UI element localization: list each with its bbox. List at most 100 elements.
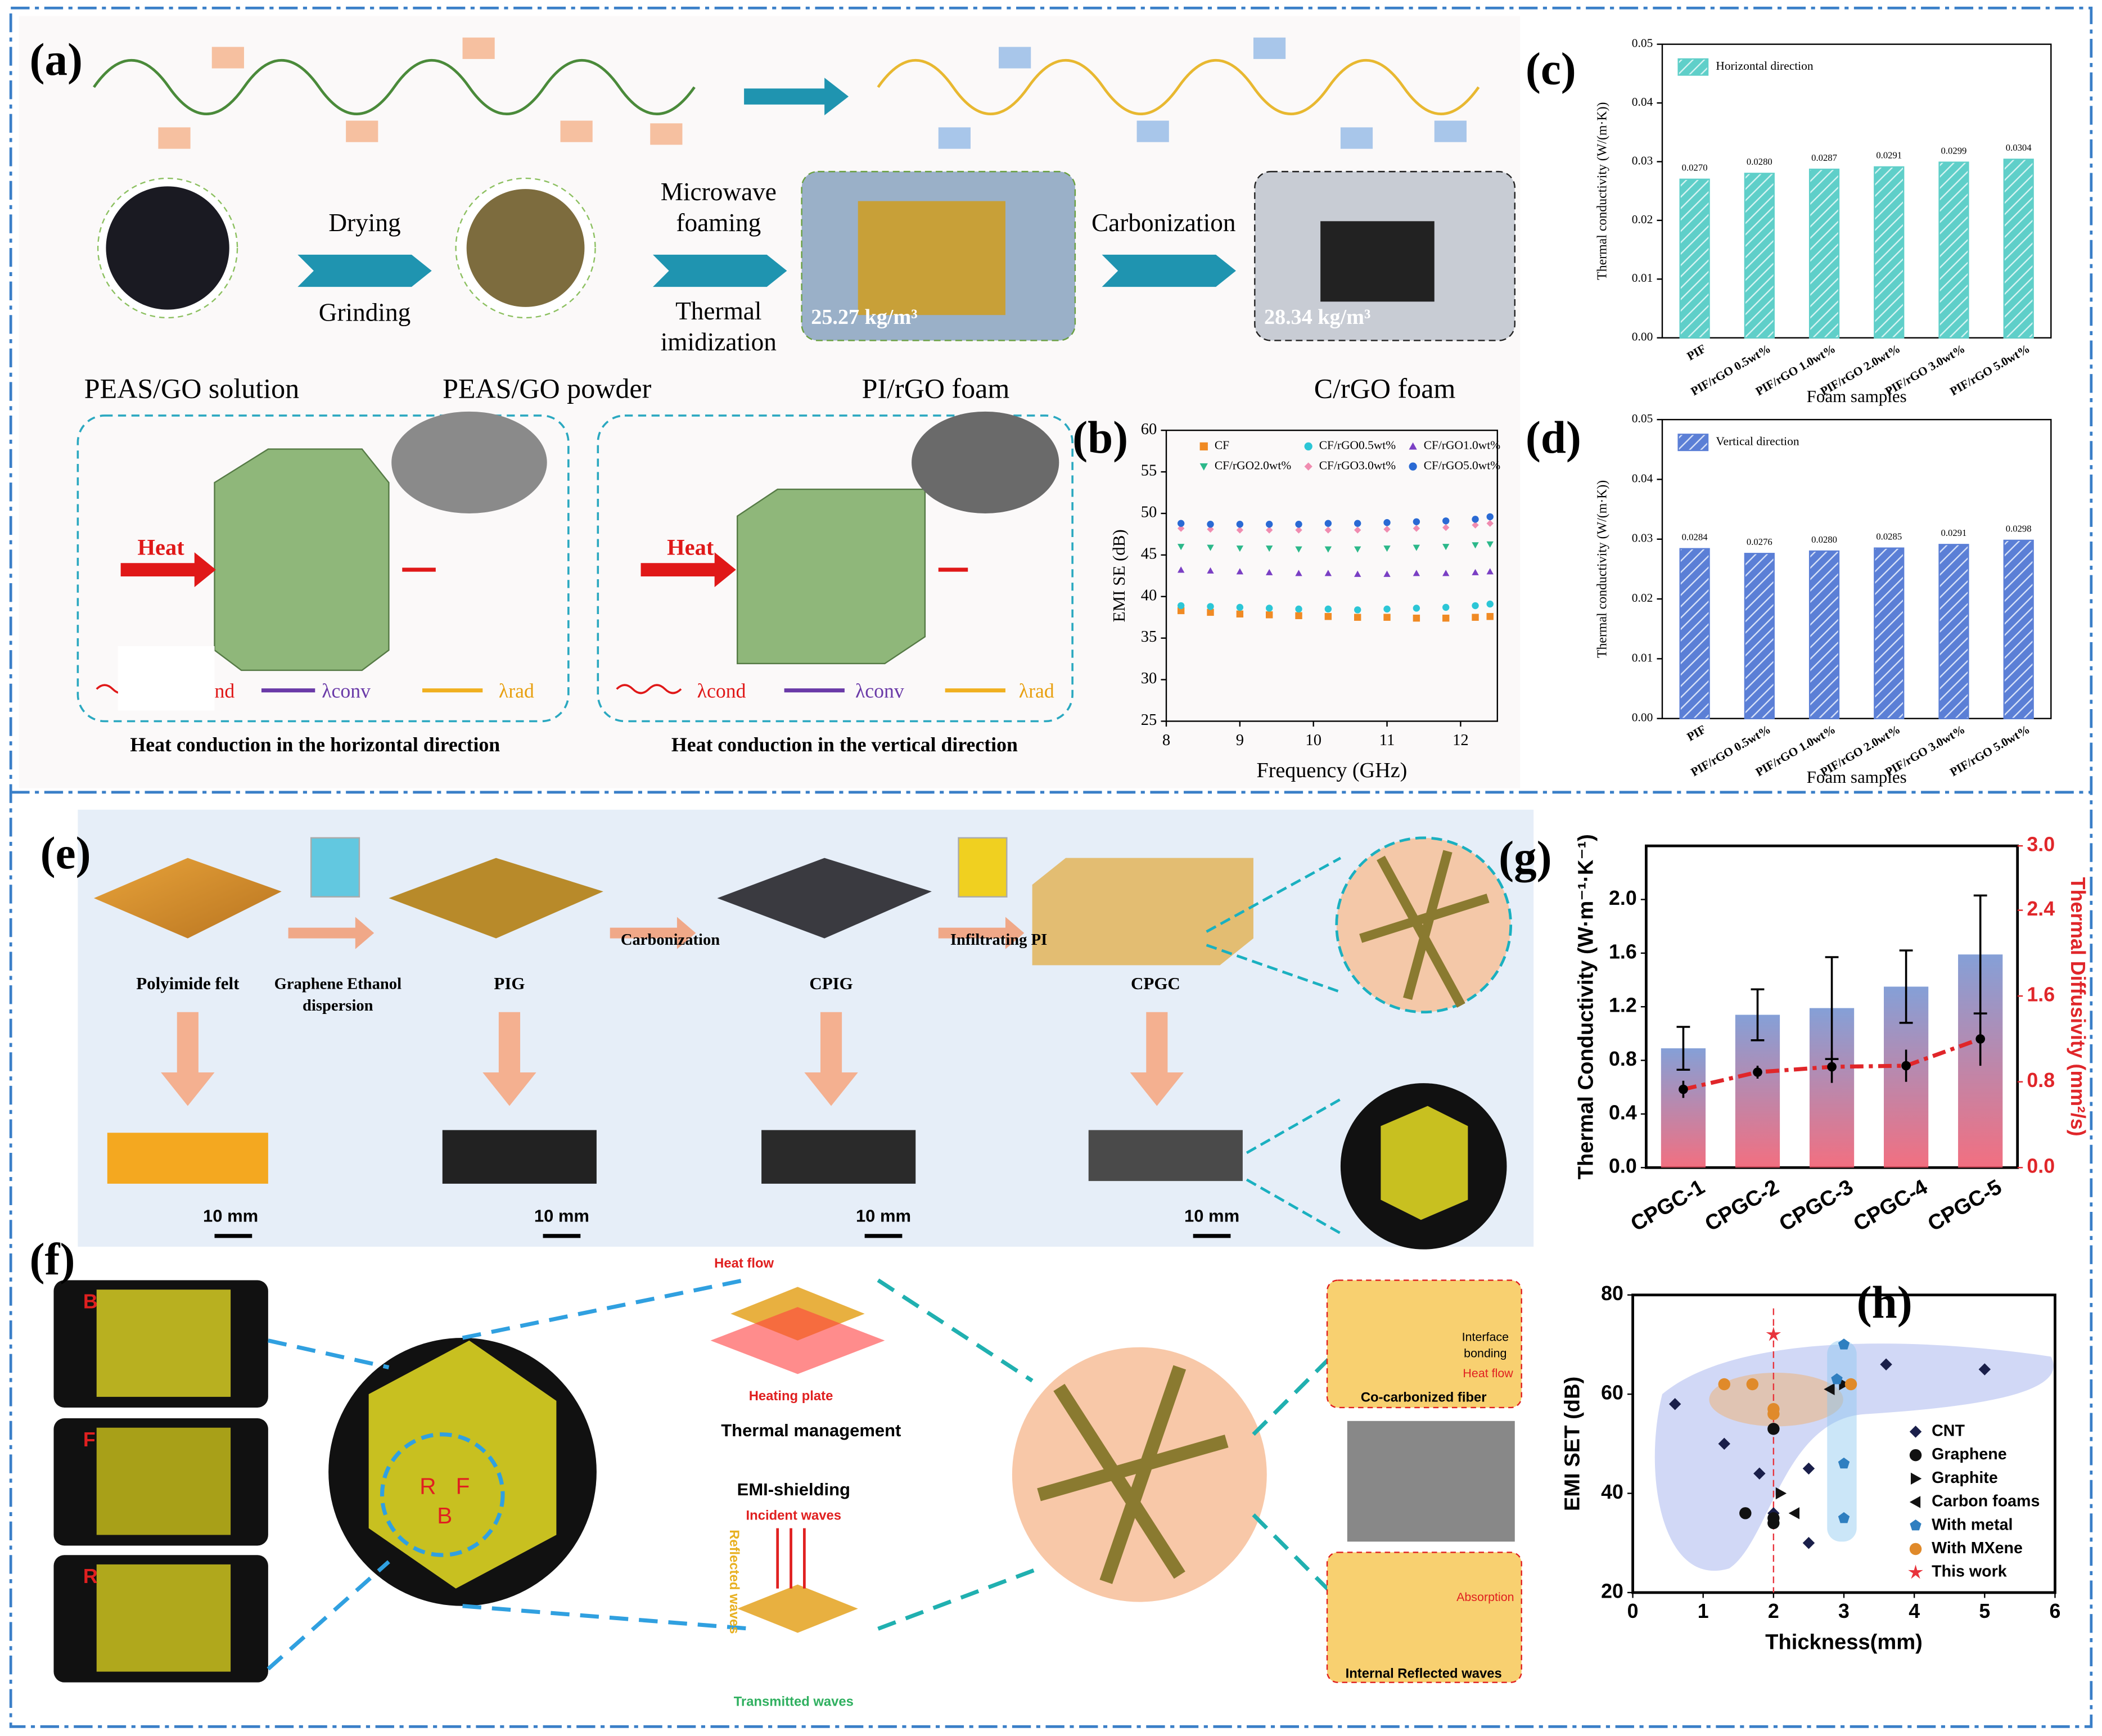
process-arrows <box>288 917 1025 949</box>
density: 25.27 kg/m³ <box>811 305 917 329</box>
step-label: Polyimide felt <box>136 973 240 993</box>
flakes <box>938 37 1467 149</box>
bar <box>1744 553 1775 719</box>
chart: 0.00 0.01 0.02 0.03 0.04 0.05 Thermal conducti… <box>1595 412 2052 787</box>
point <box>1354 520 1361 527</box>
zoom-lines <box>1206 856 1342 1235</box>
y2-tick-label: 1.6 <box>2027 984 2055 1006</box>
x-tick-label: CPGC-5 <box>1924 1175 2006 1236</box>
sample-photo <box>1088 1130 1243 1182</box>
panel-label: (f) <box>30 1234 75 1285</box>
point <box>1880 1358 1892 1370</box>
cube-label: B <box>437 1503 452 1528</box>
value-label: 0.0287 <box>1811 152 1837 163</box>
point <box>1324 605 1332 613</box>
legend-label: CF/rGO5.0wt% <box>1424 458 1501 472</box>
x-tick-label: 6 <box>2050 1600 2061 1622</box>
y-tick-label: 0.03 <box>1632 154 1653 167</box>
legend-label: CNT <box>1932 1422 1965 1440</box>
legend-marker <box>1199 442 1208 450</box>
y-axis-label: Thermal conductivity (W/(m·K)) <box>1595 102 1610 280</box>
sem-image <box>912 411 1059 513</box>
point <box>1442 603 1450 611</box>
point <box>1413 525 1420 532</box>
point <box>1718 1378 1730 1391</box>
y-tick-label: 60 <box>1141 421 1157 438</box>
point <box>1838 1457 1850 1469</box>
x-tick-label: CPGC-3 <box>1775 1175 1857 1236</box>
x-tick-label: CPGC-2 <box>1701 1175 1783 1236</box>
panel-a: Drying Grinding Microwave foaming Therma… <box>19 16 1521 788</box>
x-tick-label: PIF <box>1685 342 1708 363</box>
point <box>1739 1507 1752 1519</box>
point <box>1442 524 1450 531</box>
point <box>1486 600 1494 608</box>
fibers <box>1037 1365 1229 1584</box>
point <box>1207 521 1214 528</box>
point <box>1413 615 1420 622</box>
region <box>380 1432 505 1557</box>
point <box>1236 568 1244 575</box>
point <box>1236 603 1244 611</box>
cube <box>368 1340 557 1589</box>
legend-label: Vertical direction <box>1716 435 1799 448</box>
value-label: 0.0284 <box>1682 532 1708 543</box>
y-tick-label: 0.8 <box>1609 1048 1637 1070</box>
y-tick-label: 2.0 <box>1609 887 1637 909</box>
y-tick-label: 0.01 <box>1632 651 1653 664</box>
density: 28.34 kg/m³ <box>1264 305 1370 329</box>
mask <box>118 646 215 711</box>
y-axis-label: EMI SET (dB) <box>1560 1377 1585 1511</box>
polymer-chain <box>93 59 696 115</box>
bar <box>1679 178 1710 339</box>
y-axis-label: Thermal conductivity (W/(m·K)) <box>1595 480 1610 658</box>
x-tick-label: 9 <box>1236 732 1244 749</box>
legend-marker <box>1910 1472 1922 1485</box>
point <box>1177 566 1185 573</box>
point <box>1177 607 1185 615</box>
panel-f: B F R R F B Heat flow Heating plate Ther… <box>53 1256 1522 1710</box>
ct-cube <box>1381 1106 1468 1220</box>
bar <box>2003 159 2034 339</box>
plot-frame <box>1661 43 2052 339</box>
point <box>1383 519 1391 526</box>
bar <box>1744 173 1775 339</box>
y-tick-label: 20 <box>1601 1580 1623 1602</box>
honeycomb <box>214 448 390 671</box>
point <box>1265 605 1273 612</box>
y-tick-label: 0.02 <box>1632 591 1653 605</box>
outer-border <box>9 6 2093 1728</box>
x-tick-label: PIF <box>1685 723 1708 744</box>
step-label: Drying <box>328 209 400 237</box>
region <box>1827 1340 1857 1542</box>
point <box>1265 611 1273 619</box>
diagram-label: Heat flow <box>714 1256 774 1271</box>
y-tick-label: 0.04 <box>1632 471 1653 485</box>
legend-label: Carbon foams <box>1932 1492 2040 1510</box>
point <box>1472 516 1479 523</box>
value-label: 0.0291 <box>1941 527 1967 538</box>
y-tick-label: 1.2 <box>1609 994 1637 1017</box>
arrow <box>744 78 849 116</box>
y-tick-label: 40 <box>1601 1481 1623 1503</box>
y-tick-label: 80 <box>1601 1282 1623 1305</box>
step-label: PIG <box>494 973 525 993</box>
lamellar <box>737 488 926 665</box>
point <box>1295 612 1302 619</box>
step-label: Thermal <box>675 297 761 325</box>
zoom-lines <box>877 1278 1336 1631</box>
step-label: foaming <box>676 209 761 237</box>
pig-image <box>389 858 603 939</box>
panel-label: (e) <box>40 828 91 878</box>
point <box>1295 546 1302 553</box>
scale-label: 10 mm <box>534 1206 589 1226</box>
plot-frame <box>1165 430 1498 722</box>
value-label: 0.0298 <box>2006 524 2032 534</box>
panel-label: (b) <box>1072 412 1128 463</box>
emi-block <box>737 1584 858 1633</box>
point <box>1383 614 1391 621</box>
bar <box>1938 544 1969 719</box>
legend-text: λconv <box>855 680 904 702</box>
cpgc-image <box>1032 858 1253 966</box>
sample-label: C/rGO foam <box>1314 373 1456 404</box>
